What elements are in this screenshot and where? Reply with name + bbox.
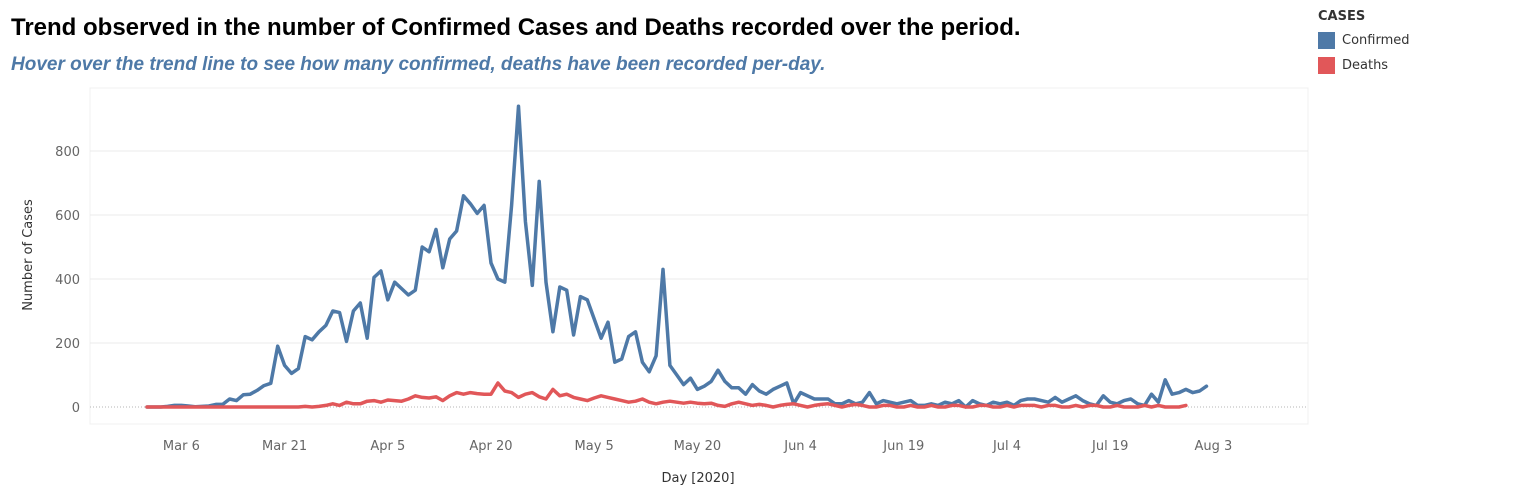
legend-swatch-confirmed <box>1318 32 1335 49</box>
series-layer[interactable] <box>145 104 1209 409</box>
x-tick-label: Apr 20 <box>469 439 512 454</box>
x-tick-label: May 5 <box>575 439 614 454</box>
legend-item-deaths[interactable]: Deaths <box>1318 53 1410 78</box>
x-tick-label: Jul 19 <box>1091 439 1128 454</box>
x-tick-label: Mar 21 <box>262 439 307 454</box>
legend-title: CASES <box>1318 9 1366 24</box>
x-tick-label: Jul 4 <box>992 439 1021 454</box>
series-line-deaths[interactable] <box>145 381 1188 409</box>
x-tick-label: Jun 19 <box>882 439 924 454</box>
plot-frame <box>89 87 1309 425</box>
legend: CASES Confirmed Deaths <box>1318 9 1410 78</box>
series-line-confirmed[interactable] <box>145 104 1209 409</box>
y-axis: 0 200 400 600 800 <box>55 145 80 416</box>
y-tick-label: 0 <box>72 401 80 416</box>
x-tick-label: Aug 3 <box>1195 439 1233 454</box>
chart-title: Trend observed in the number of Confirme… <box>11 14 1021 41</box>
x-axis: Mar 6 Mar 21 Apr 5 Apr 20 May 5 May 20 Jun 4 Ju… <box>163 439 1232 454</box>
y-tick-label: 200 <box>55 337 80 352</box>
legend-item-confirmed[interactable]: Confirmed <box>1318 28 1410 53</box>
y-tick-label: 800 <box>55 145 80 160</box>
x-axis-title: Day [2020] <box>661 471 734 486</box>
legend-label-confirmed: Confirmed <box>1342 33 1410 48</box>
x-tick-label: Mar 6 <box>163 439 200 454</box>
x-tick-label: Jun 4 <box>783 439 817 454</box>
x-tick-label: May 20 <box>674 439 722 454</box>
y-tick-label: 600 <box>55 209 80 224</box>
y-tick-label: 400 <box>55 273 80 288</box>
y-axis-title: Number of Cases <box>21 199 36 311</box>
plot-area <box>89 87 1309 425</box>
x-tick-label: Apr 5 <box>370 439 405 454</box>
chart-subtitle: Hover over the trend line to see how man… <box>11 54 826 75</box>
legend-swatch-deaths <box>1318 57 1335 74</box>
legend-label-deaths: Deaths <box>1342 58 1389 73</box>
